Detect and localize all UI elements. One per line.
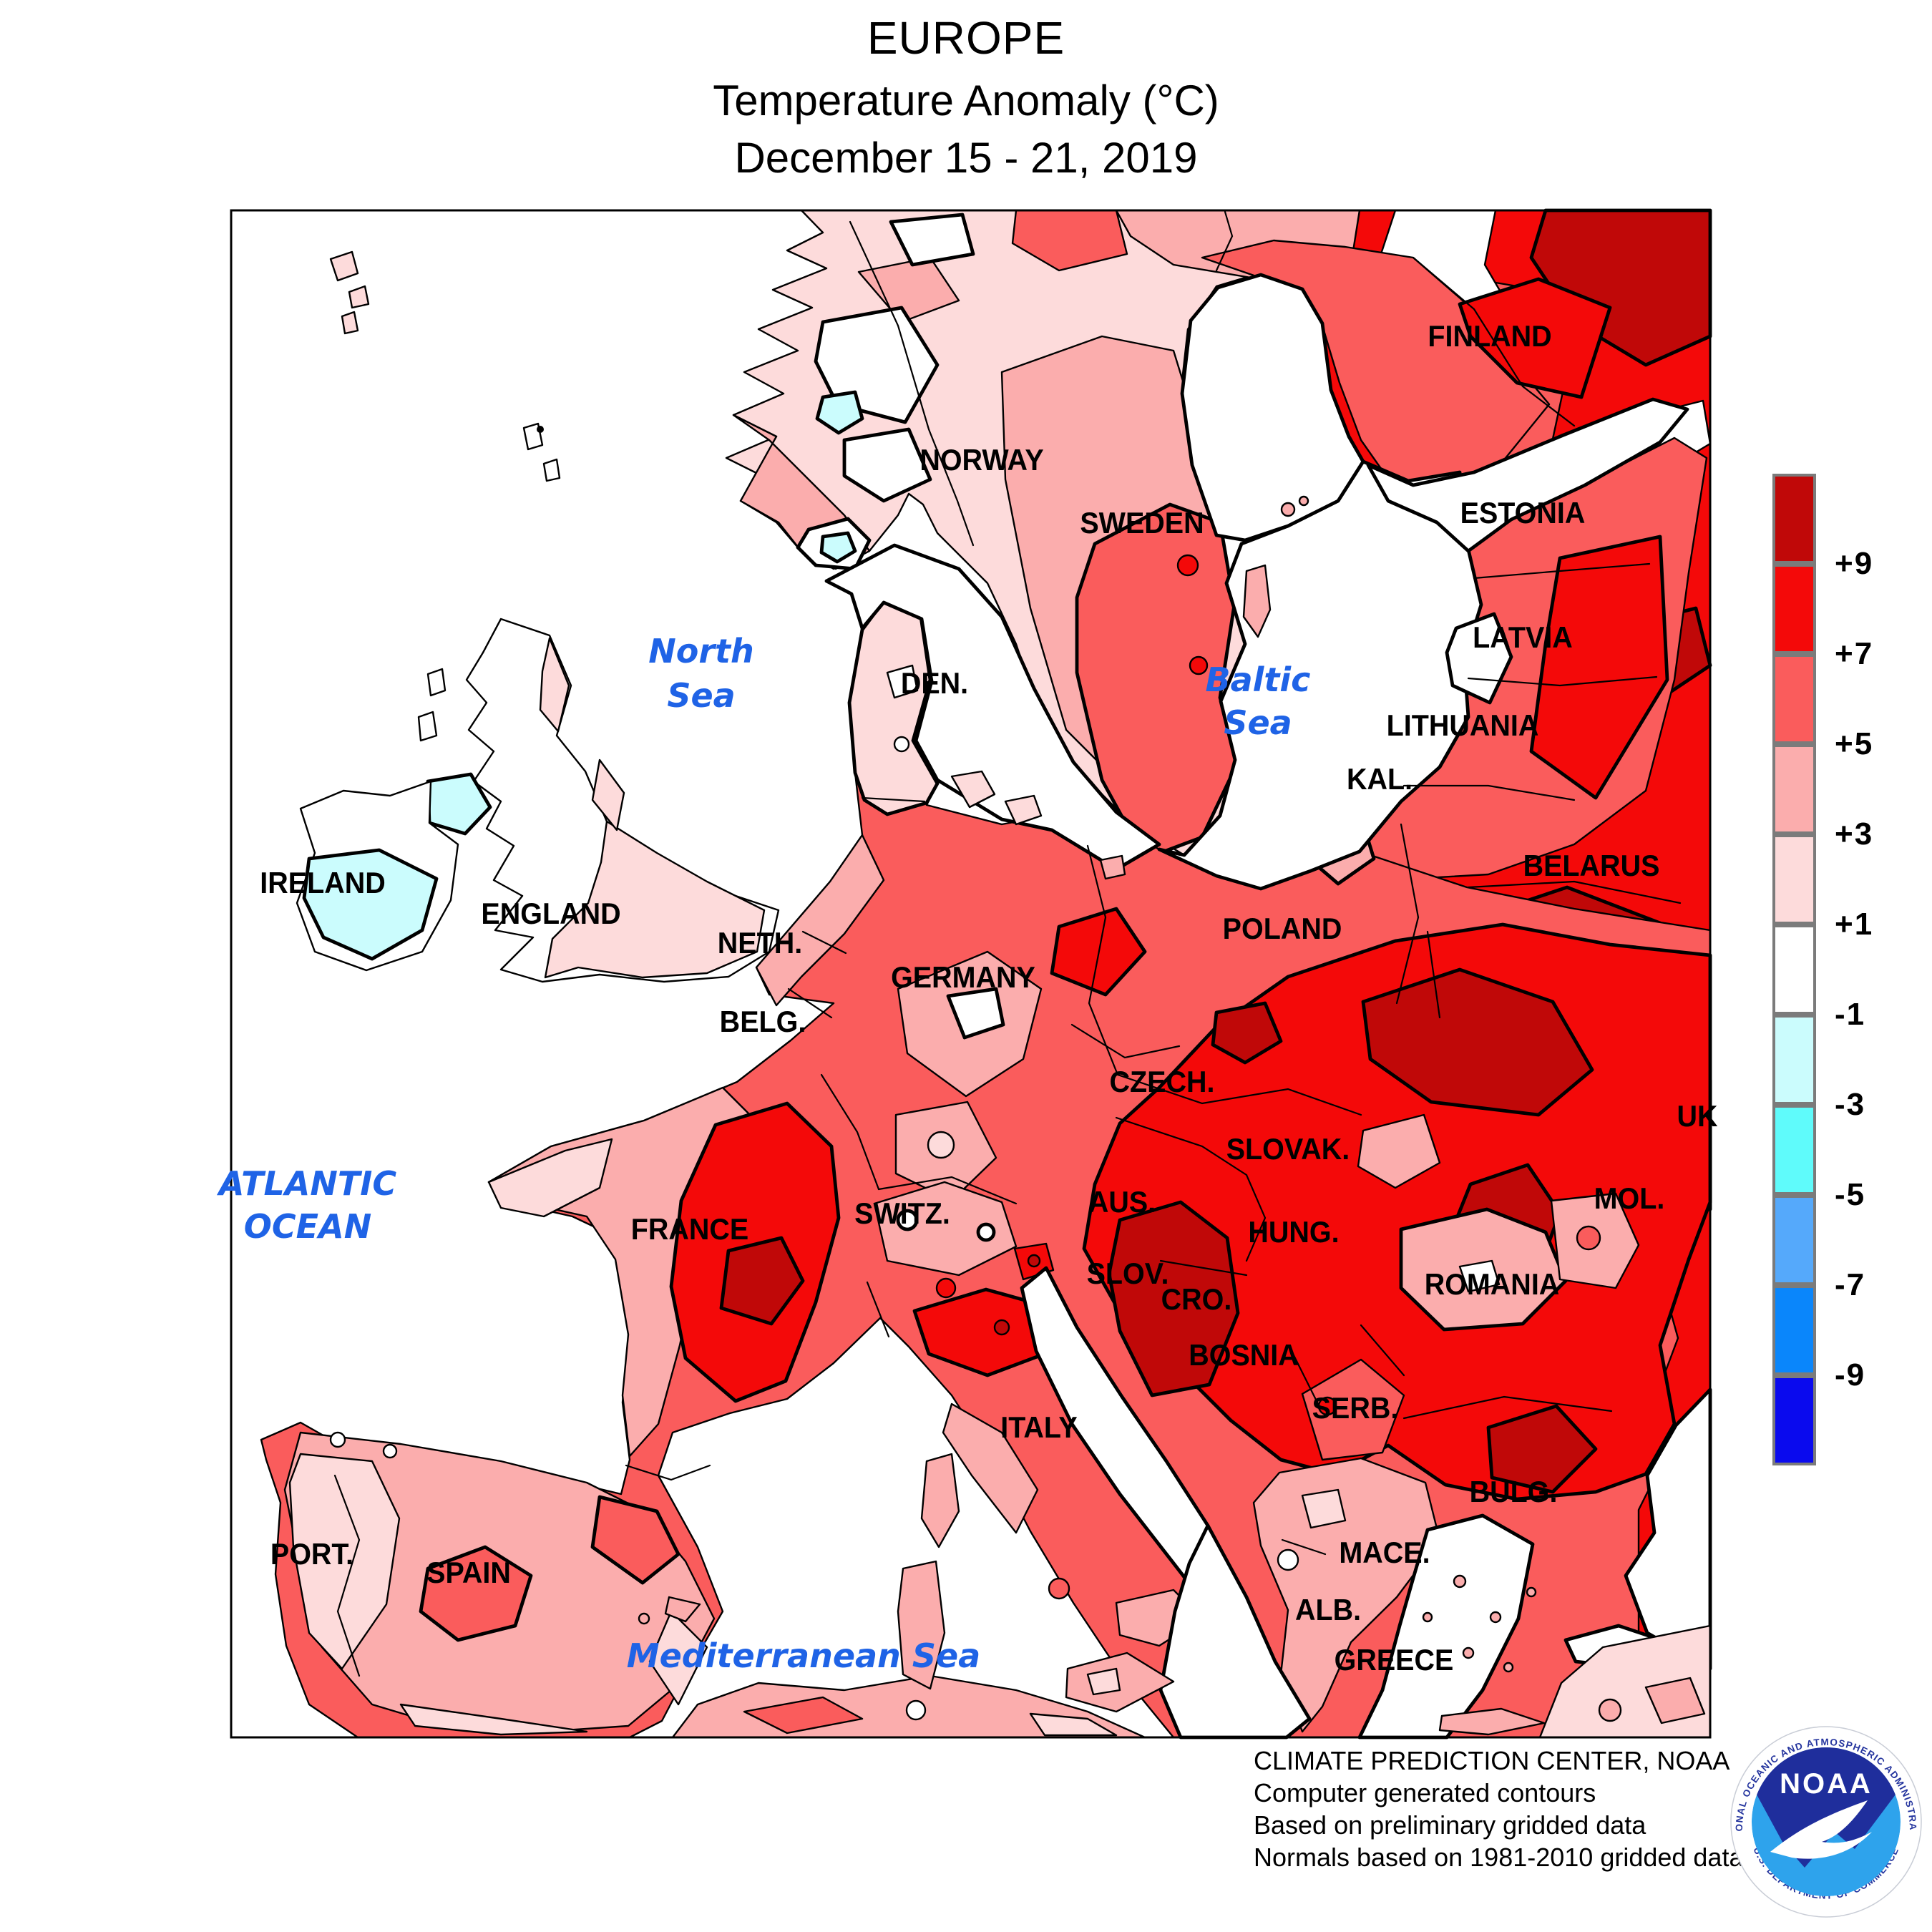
legend-tick-plus1: +1 — [1835, 907, 1874, 942]
credits-block: CLIMATE PREDICTION CENTER, NOAA Computer … — [1254, 1745, 1743, 1873]
legend-color-box-10 — [1772, 1375, 1816, 1465]
label-country-slov: SLOV. — [1086, 1257, 1169, 1290]
legend-color-box-0 — [1772, 474, 1816, 564]
page-title-subtitle: Temperature Anomaly (°C) — [713, 77, 1219, 125]
legend-tick-minus7: -7 — [1835, 1267, 1866, 1302]
credits-line-4: Normals based on 1981-2010 gridded data — [1254, 1843, 1744, 1872]
noaa-logo: NATIONAL OCEANIC AND ATMOSPHERIC ADMINIS… — [1730, 1726, 1922, 1918]
label-country-bosnia: BOSNIA — [1189, 1338, 1299, 1372]
credits-line-3: Based on preliminary gridded data — [1254, 1810, 1646, 1840]
label-country-belarus: BELARUS — [1523, 849, 1660, 882]
credits-line-1: CLIMATE PREDICTION CENTER, NOAA — [1254, 1746, 1730, 1775]
legend-color-box-1 — [1772, 564, 1816, 654]
label-country-latvia: LATVIA — [1473, 620, 1573, 654]
label-sea-north-sea-line2: Sea — [667, 676, 736, 715]
noaa-acronym-text: NOAA — [1780, 1768, 1873, 1800]
page-title-period: December 15 - 21, 2019 — [734, 134, 1198, 182]
legend-tick-plus9: +9 — [1835, 546, 1874, 581]
label-country-norway: NORWAY — [919, 443, 1044, 477]
label-country-england: ENGLAND — [481, 897, 621, 930]
legend-color-box-8 — [1772, 1195, 1816, 1285]
label-country-romania: ROMANIA — [1424, 1267, 1560, 1301]
page-title-region: EUROPE — [867, 12, 1065, 64]
label-country-czech: CZECH. — [1109, 1065, 1215, 1098]
label-country-switz: SWITZ. — [854, 1196, 950, 1230]
label-country-france: FRANCE — [630, 1212, 749, 1246]
legend-tick-plus7: +7 — [1835, 636, 1874, 671]
legend-color-box-3 — [1772, 744, 1816, 834]
label-sea-mediterranean-sea: Mediterranean Sea — [626, 1636, 981, 1675]
label-country-ireland: IRELAND — [260, 866, 386, 899]
label-country-spain: SPAIN — [426, 1556, 511, 1589]
label-country-kal: KAL. — [1346, 762, 1413, 796]
legend-tick-minus9: -9 — [1835, 1357, 1866, 1392]
legend-color-box-7 — [1772, 1105, 1816, 1195]
label-country-alb: ALB. — [1294, 1593, 1362, 1626]
seagull-icon — [1770, 1800, 1872, 1859]
label-country-bulg: BULG. — [1469, 1475, 1558, 1508]
legend-tick-minus3: -3 — [1835, 1087, 1866, 1122]
label-sea-atlantic-ocean-line2: OCEAN — [243, 1207, 372, 1246]
legend-color-box-2 — [1772, 654, 1816, 744]
legend-color-box-4 — [1772, 834, 1816, 924]
label-country-mol: MOL. — [1594, 1181, 1665, 1215]
label-country-lithuania: LITHUANIA — [1386, 708, 1539, 742]
label-sea-north-sea-line1: North — [648, 632, 754, 670]
label-country-cro: CRO. — [1161, 1282, 1232, 1316]
label-country-italy: ITALY — [1000, 1410, 1078, 1444]
credits-line-2: Computer generated contours — [1254, 1778, 1596, 1807]
sea-layer — [824, 273, 1712, 1740]
legend-color-box-5 — [1772, 924, 1816, 1015]
legend-color-box-9 — [1772, 1285, 1816, 1375]
map-frame — [230, 209, 1712, 1739]
label-country-finland: FINLAND — [1428, 319, 1552, 353]
label-country-estonia: ESTONIA — [1460, 496, 1586, 530]
label-country-aus: AUS. — [1088, 1185, 1156, 1219]
label-sea-baltic-sea-line2: Sea — [1224, 703, 1292, 742]
land-layer — [260, 208, 1712, 1739]
label-country-mace: MACE. — [1339, 1536, 1430, 1569]
label-country-port: PORT. — [270, 1537, 354, 1571]
label-country-serb: SERB. — [1312, 1391, 1399, 1425]
noaa-emblem: NOAA — [1752, 1747, 1901, 1896]
label-country-hung: HUNG. — [1248, 1215, 1340, 1249]
legend-tick-minus1: -1 — [1835, 997, 1866, 1032]
label-country-neth: NETH. — [717, 926, 803, 960]
borders-layer — [333, 210, 1682, 1677]
label-sea-atlantic-ocean-line1: ATLANTIC — [218, 1164, 397, 1203]
label-country-germany: GERMANY — [891, 960, 1035, 994]
legend-color-box-6 — [1772, 1015, 1816, 1105]
label-sea-baltic-sea-line1: Baltic — [1205, 660, 1311, 699]
label-country-greece: GREECE — [1334, 1643, 1454, 1677]
legend-tick-plus3: +3 — [1835, 816, 1874, 852]
label-country-belg: BELG. — [719, 1005, 806, 1038]
legend-tick-minus5: -5 — [1835, 1177, 1866, 1212]
label-country-den: DEN. — [900, 666, 969, 700]
label-country-poland: POLAND — [1222, 912, 1342, 945]
label-country-sweden: SWEDEN — [1080, 506, 1204, 540]
legend-tick-plus5: +5 — [1835, 726, 1874, 761]
islands-layer — [296, 250, 1712, 1739]
label-country-uk: UK — [1677, 1099, 1718, 1133]
label-country-slovak: SLOVAK. — [1226, 1132, 1350, 1166]
